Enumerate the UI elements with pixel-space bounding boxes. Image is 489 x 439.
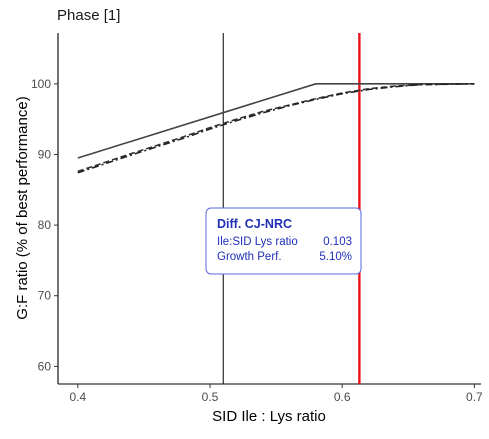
x-tick-label: 0.4: [69, 390, 86, 404]
series-line-dashed: [77, 83, 475, 173]
y-tick-label: 70: [38, 289, 52, 303]
y-tick-label: 60: [38, 359, 52, 373]
y-tick-label: 90: [38, 147, 52, 161]
x-axis-title: SID Ile : Lys ratio: [212, 408, 326, 425]
annotation-title: Diff. CJ-NRC: [217, 217, 292, 231]
chart-title: Phase [1]: [57, 7, 120, 24]
plot-area: 0.4 0.5 0.6 0.7 60 70 80 90 100 Diff. CJ-NRC Ile:S…: [31, 33, 483, 404]
x-tick-label: 0.5: [202, 390, 219, 404]
annotation-box: [205, 207, 362, 275]
annotation-value: 5.10%: [319, 251, 352, 263]
series-line-dotdash: [77, 83, 475, 174]
series-line-solid: [77, 83, 475, 159]
y-tick-label: 80: [38, 218, 52, 232]
annotation-label: Ile:SID Lys ratio: [217, 236, 298, 248]
annotation-label: Growth Perf.: [217, 251, 282, 263]
annotation-value: 0.103: [323, 236, 352, 248]
x-tick-label: 0.6: [334, 390, 351, 404]
y-axis-title: G:F ratio (% of best performance): [14, 96, 31, 319]
x-tick-label: 0.7: [466, 390, 483, 404]
y-tick-label: 100: [31, 77, 51, 91]
